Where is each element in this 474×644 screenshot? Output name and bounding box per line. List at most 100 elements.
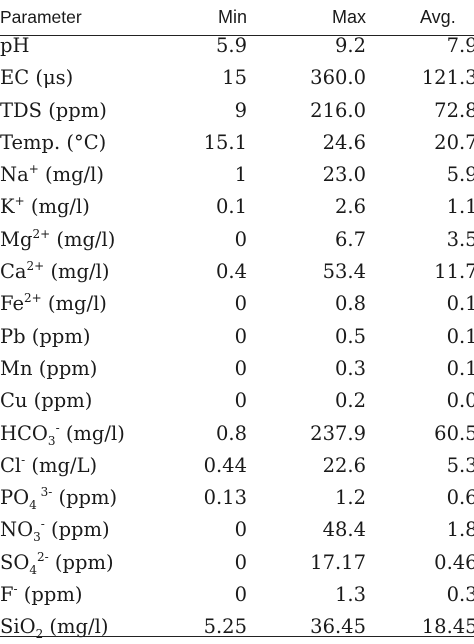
parameter-text-part: (ppm) [44,518,110,542]
cell-parameter: Cl- (mg/L) [0,450,97,482]
table-row: PO4 3- (ppm) 0.13 1.2 0.64 [0,482,474,514]
cell-parameter: Pb (ppm) [0,321,90,353]
cell-parameter: PO4 3- (ppm) [0,482,117,514]
cell-max: 360.0 [310,66,366,90]
cell-parameter: Fe2+ (mg/l) [0,288,107,320]
cell-min: 0.8 [215,421,247,445]
cell-min: 0.44 [203,453,247,477]
table-row: TDS (ppm) 9 216.0 72.83 [0,95,474,127]
header-parameter: Parameter [0,7,82,27]
table-row: Ca2+ (mg/l) 0.4 53.4 11.74 [0,256,474,288]
cell-parameter: Mn (ppm) [0,353,97,385]
cell-min: 0 [234,583,247,607]
cell-avg: 1.84 [446,518,474,542]
parameter-text-part: 4 [29,498,37,513]
parameter-text-part: NO [0,518,34,542]
parameter-text-part: Mn (ppm) [0,356,98,380]
cell-min: 15.1 [203,130,247,154]
parameter-text-part: Mg [0,227,33,251]
cell-max: 36.45 [310,615,366,639]
parameter-text-part: (mg/l) [59,421,125,445]
table-header-row: Parameter Min Max Avg. [0,0,474,34]
cell-min: 5.25 [203,615,247,639]
table-row: EC (μs) 15 360.0 121.38 [0,62,474,94]
bottom-rule [0,636,474,638]
parameter-text-part: Temp. (°C) [0,130,107,154]
table-row: SO42- (ppm) 0 17.17 0.464 [0,547,474,579]
cell-min: 15 [222,66,247,90]
cell-avg: 0.12 [446,292,474,316]
cell-max: 0.5 [334,324,366,348]
parameter-text-part: 2+ [24,291,42,306]
cell-max: 0.8 [334,292,366,316]
cell-max: 22.6 [322,453,366,477]
parameter-text-part: SO [0,550,30,574]
cell-min: 0.1 [215,195,247,219]
cell-avg: 0.64 [446,486,474,510]
parameter-text-part: PO [0,486,30,510]
cell-parameter: pH [0,30,30,62]
cell-parameter: F- (ppm) [0,579,82,611]
cell-max: 237.9 [310,421,366,445]
cell-avg: 0.06 [446,389,474,413]
cell-avg: 60.54 [434,421,474,445]
cell-parameter: Ca2+ (mg/l) [0,256,109,288]
parameter-text-part: (ppm) [48,550,114,574]
cell-parameter: Mg2+ (mg/l) [0,224,115,256]
table-row: Cu (ppm) 0 0.2 0.06 [0,385,474,417]
parameter-text-part: - [55,420,60,435]
parameter-text-part: - [13,582,18,597]
table-body: pH 5.9 9.2 7.96 EC (μs) 15 360.0 121.38 TDS (ppm… [0,30,474,644]
parameter-text-part: 4 [29,562,37,577]
cell-parameter: Na+ (mg/l) [0,159,104,191]
cell-avg: 0.464 [434,550,474,574]
parameter-text-part: (ppm) [52,486,118,510]
parameter-text-part: (mg/l) [41,292,107,316]
cell-min: 0.13 [203,486,247,510]
parameter-text-part: (mg/L) [25,453,98,477]
cell-max: 2.6 [334,195,366,219]
parameter-text-part: (ppm) [17,583,83,607]
parameter-text-part: 3 [47,433,56,448]
cell-avg: 7.96 [446,34,474,57]
cell-min: 0 [234,389,247,413]
parameter-text-part: Ca [0,260,27,284]
parameter-text-part: F [0,583,14,607]
cell-min: 1 [234,163,247,187]
cell-avg: 20.74 [434,130,474,154]
cell-avg: 0.34 [446,583,474,607]
cell-min: 0 [234,518,247,542]
parameter-text-part: Cl [0,453,22,477]
parameter-text-part: K [0,195,15,219]
table-row: F- (ppm) 0 1.3 0.34 [0,579,474,611]
cell-parameter: Cu (ppm) [0,385,92,417]
cell-max: 1.2 [334,486,366,510]
cell-parameter: SO42- (ppm) [0,547,114,579]
table-row: K+ (mg/l) 0.1 2.6 1.18 [0,191,474,223]
cell-parameter: NO3- (ppm) [0,514,110,546]
parameter-text-part: (mg/l) [50,227,116,251]
cell-avg: 1.18 [446,195,474,219]
cell-parameter: K+ (mg/l) [0,191,90,223]
cell-max: 23.0 [322,163,366,187]
table-row: pH 5.9 9.2 7.96 [0,30,474,62]
header-avg: Avg. [420,7,456,27]
cell-avg: 72.83 [434,98,474,122]
table-row: Fe2+ (mg/l) 0 0.8 0.12 [0,288,474,320]
cell-max: 0.2 [334,389,366,413]
cell-parameter: Temp. (°C) [0,127,106,159]
cell-max: 53.4 [322,260,366,284]
parameter-text-part: (mg/l) [43,615,109,639]
parameter-text-part: 2- [37,549,49,564]
parameter-text-part: - [40,517,45,532]
header-max: Max [331,7,366,27]
cell-parameter: TDS (ppm) [0,95,107,127]
cell-max: 24.6 [322,130,366,154]
parameter-text-part: 2+ [32,226,51,241]
cell-avg: 18.454 [421,615,474,639]
table-row: HCO3- (mg/l) 0.8 237.9 60.54 [0,418,474,450]
parameter-text-part: (mg/l) [24,195,90,219]
cell-min: 0 [234,227,247,251]
table-row: Mn (ppm) 0 0.3 0.11 [0,353,474,385]
